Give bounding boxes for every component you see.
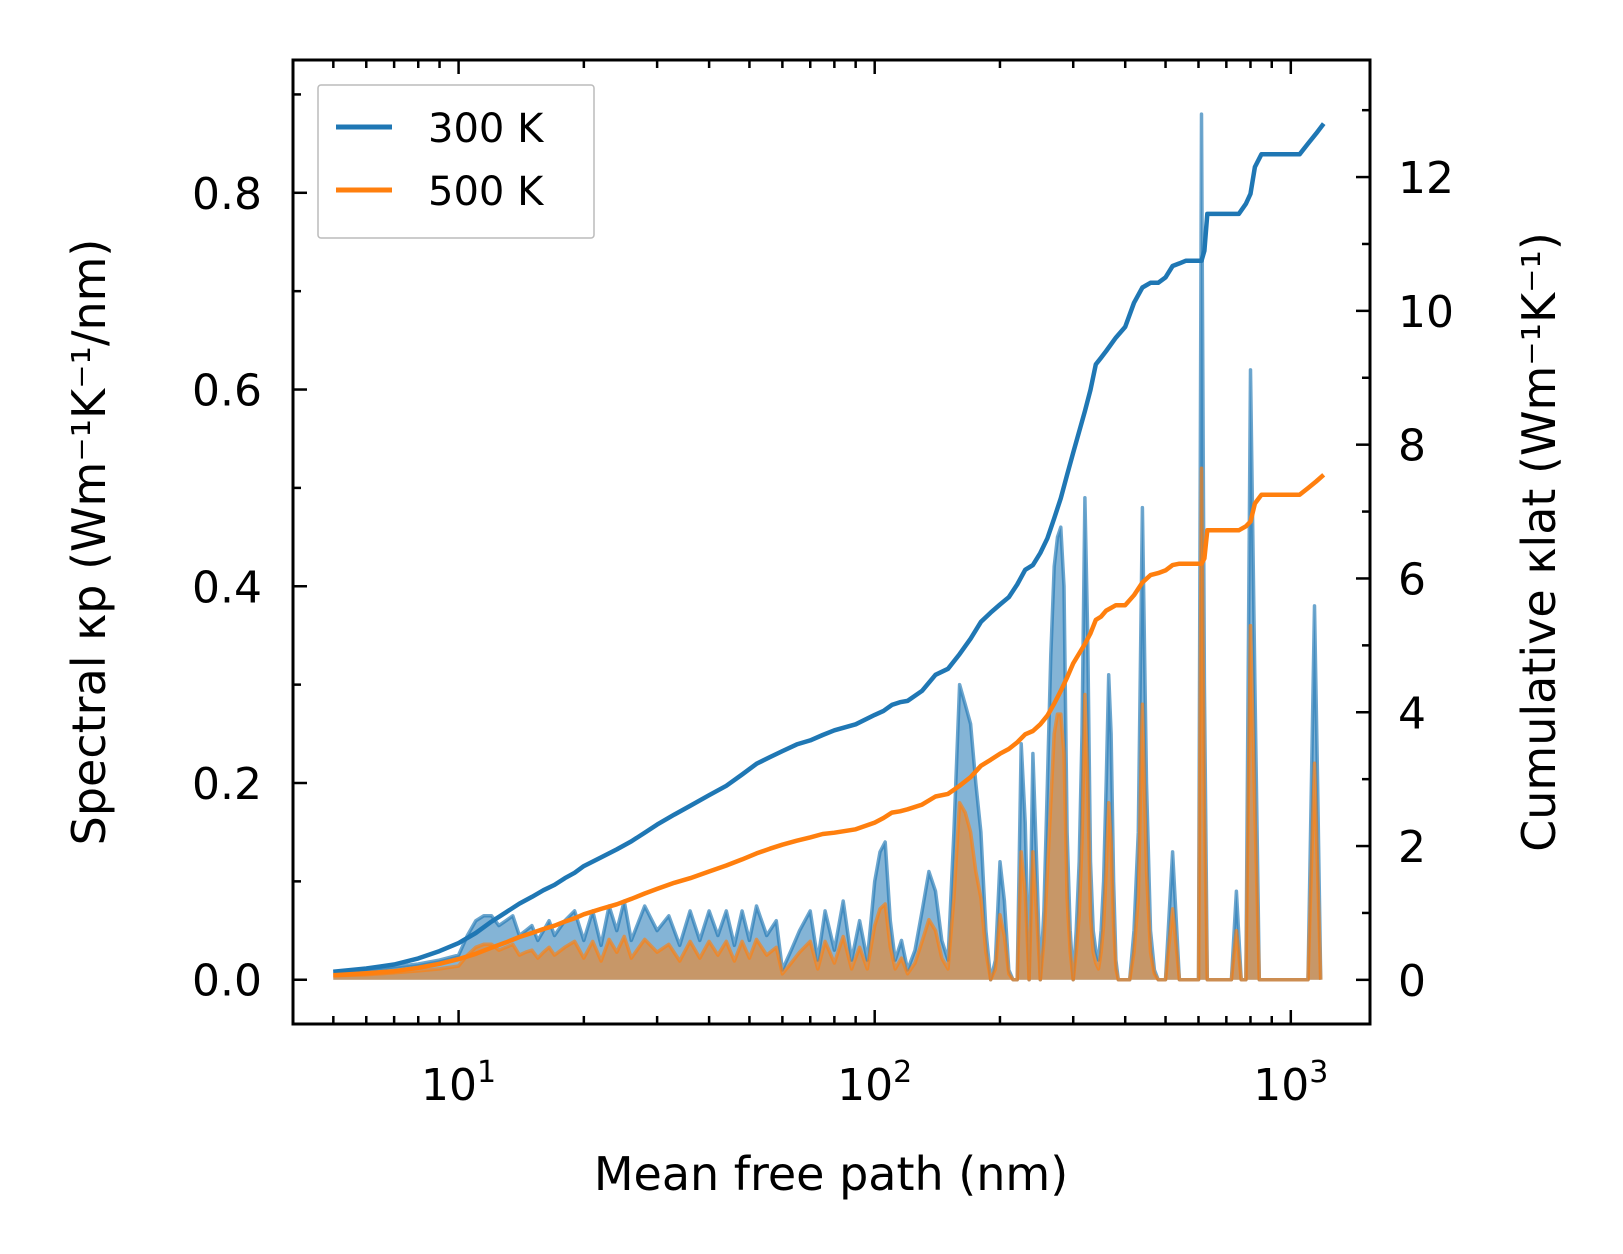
legend-box — [317, 84, 595, 239]
y-right-tick-label: 0 — [1398, 956, 1426, 1007]
cumulative-line-500k — [333, 473, 1326, 978]
y-right-tick-label: 10 — [1398, 287, 1454, 338]
x-tick-label-100: 102 — [837, 1055, 912, 1111]
y-left-tick-label: 0.2 — [192, 759, 262, 810]
x-tick-label-10: 101 — [421, 1055, 496, 1111]
y-left-tick-label: 0.8 — [192, 169, 262, 220]
y-right-tick-label: 6 — [1398, 554, 1426, 605]
x-axis-label: Mean free path (nm) — [594, 1147, 1068, 1201]
cumulative-line-300k — [333, 122, 1326, 975]
y-right-tick-label: 4 — [1398, 688, 1426, 739]
legend-label-500k: 500 K — [428, 169, 545, 215]
spectral-area-300k — [333, 114, 1321, 980]
y-right-axis-label: Cumulative κlat (Wm⁻¹K⁻¹) — [1512, 232, 1566, 852]
y-left-axis-label: Spectral κp (Wm⁻¹K⁻¹/nm) — [62, 239, 116, 846]
legend-label-300k: 300 K — [428, 106, 545, 152]
y-right-tick-label: 2 — [1398, 822, 1426, 873]
y-left-tick-label: 0.0 — [192, 956, 262, 1007]
y-right-tick-label: 8 — [1398, 421, 1426, 472]
y-left-tick-label: 0.4 — [192, 562, 262, 613]
x-tick-label-1000: 103 — [1253, 1055, 1328, 1111]
spectral-line-500k — [333, 466, 1323, 982]
legend: 300 K 500 K — [317, 84, 595, 239]
spectral-line-300k — [333, 112, 1323, 982]
plot-frame — [291, 58, 1372, 1026]
y-right-tick-label: 12 — [1398, 153, 1454, 204]
y-left-tick-label: 0.6 — [192, 366, 262, 417]
